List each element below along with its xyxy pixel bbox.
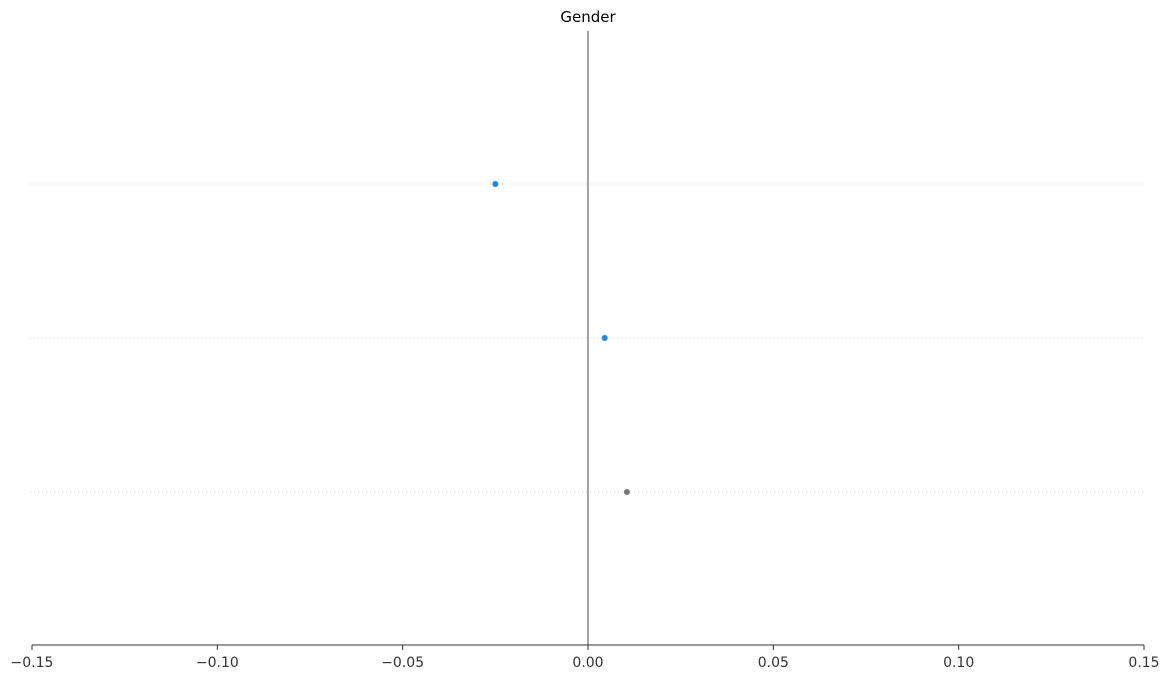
data-points [492, 181, 630, 495]
x-tick-label: −0.05 [381, 655, 424, 671]
x-tick-label: −0.10 [196, 655, 239, 671]
x-tick-label: 0.10 [943, 655, 974, 671]
x-tick-label: 0.05 [758, 655, 789, 671]
x-tick-label: 0.15 [1128, 655, 1159, 671]
x-tick-label: 0.00 [572, 655, 603, 671]
data-point [623, 489, 630, 495]
x-tick-label: −0.15 [11, 655, 54, 671]
data-point [601, 335, 608, 341]
x-axis-ticks: −0.15 −0.10 −0.05 0.00 0.05 0.10 0.15 [11, 645, 1160, 671]
chart-title: Gender [560, 8, 616, 26]
data-point [492, 181, 499, 187]
